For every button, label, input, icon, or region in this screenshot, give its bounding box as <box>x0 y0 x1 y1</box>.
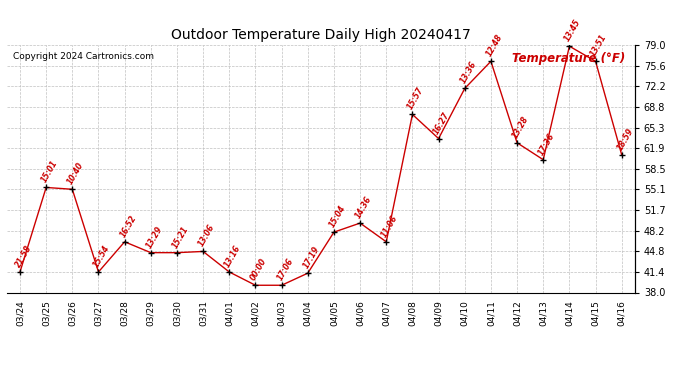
Text: 15:57: 15:57 <box>406 86 426 111</box>
Text: 13:06: 13:06 <box>197 223 217 248</box>
Text: 17:36: 17:36 <box>537 131 557 157</box>
Text: 00:00: 00:00 <box>249 257 268 282</box>
Text: 16:52: 16:52 <box>118 213 138 239</box>
Text: 17:06: 17:06 <box>275 257 295 282</box>
Text: 21:58: 21:58 <box>14 244 33 269</box>
Text: 13:29: 13:29 <box>144 224 164 250</box>
Text: 18:59: 18:59 <box>615 127 635 152</box>
Text: 13:45: 13:45 <box>563 18 582 43</box>
Text: 14:36: 14:36 <box>353 195 373 220</box>
Text: 13:36: 13:36 <box>458 60 478 86</box>
Text: 15:01: 15:01 <box>39 159 59 184</box>
Text: 13:16: 13:16 <box>223 244 243 269</box>
Title: Outdoor Temperature Daily High 20240417: Outdoor Temperature Daily High 20240417 <box>171 28 471 42</box>
Text: 11:06: 11:06 <box>380 213 400 239</box>
Text: Temperature (°F): Temperature (°F) <box>512 53 625 65</box>
Text: 10:40: 10:40 <box>66 161 86 186</box>
Text: 13:28: 13:28 <box>511 114 531 140</box>
Text: 12:48: 12:48 <box>484 33 504 58</box>
Text: Copyright 2024 Cartronics.com: Copyright 2024 Cartronics.com <box>13 53 154 62</box>
Text: 16:27: 16:27 <box>432 110 452 135</box>
Text: 13:51: 13:51 <box>589 33 609 58</box>
Text: 17:19: 17:19 <box>302 245 321 270</box>
Text: 15:54: 15:54 <box>92 244 112 269</box>
Text: 15:21: 15:21 <box>170 224 190 250</box>
Text: 15:04: 15:04 <box>328 204 347 229</box>
